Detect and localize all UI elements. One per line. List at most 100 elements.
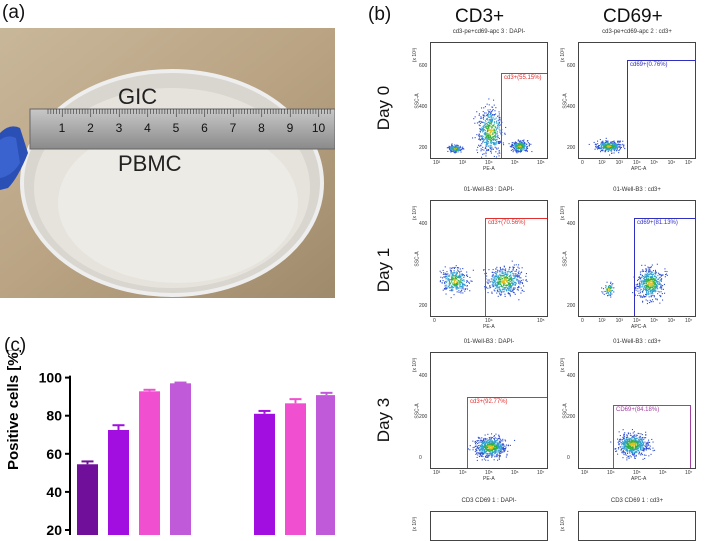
scatter-point [489, 109, 491, 111]
scatter-point [464, 283, 466, 285]
column-header-cd3: CD3+ [455, 6, 505, 27]
scatter-point [629, 441, 631, 443]
scatter-point [457, 151, 459, 153]
scatter-point [665, 274, 667, 276]
scatter-point [629, 446, 631, 448]
scatter-point [507, 273, 509, 275]
scatter-point [604, 146, 606, 148]
scatter-point [515, 264, 517, 266]
scatter-point [646, 293, 648, 295]
scatter-point [606, 146, 608, 148]
scatter-point [454, 283, 456, 285]
scatter-point [493, 130, 495, 132]
scatter-point [609, 149, 611, 151]
scatter-point [444, 273, 446, 275]
scatter-point [488, 119, 490, 121]
scatter-point [595, 147, 597, 149]
flow-plot-title: 01-Well-B3 : DAPI- [463, 339, 515, 345]
scatter-point [626, 447, 628, 449]
scatter-point [642, 449, 644, 451]
scatter-point [512, 287, 514, 289]
scatter-point [481, 143, 483, 145]
scatter-point [498, 270, 500, 272]
scatter-point [637, 450, 639, 452]
scatter-point [623, 435, 625, 437]
scatter-point [487, 125, 489, 127]
scatter-point [629, 443, 631, 445]
scatter-point [479, 452, 481, 454]
scatter-point [452, 288, 454, 290]
scatter-point [615, 148, 617, 150]
scatter-point [482, 449, 484, 451]
scatter-point [508, 293, 510, 295]
scatter-point [482, 444, 484, 446]
scatter-point [486, 117, 488, 119]
scatter-point [483, 129, 485, 131]
scatter-point [659, 287, 661, 289]
scatter-point [656, 281, 658, 283]
scatter-point [494, 444, 496, 446]
scatter-point [484, 126, 486, 128]
scatter-point [460, 291, 462, 293]
scatter-point [498, 283, 500, 285]
scatter-point [498, 115, 500, 117]
scatter-point [639, 295, 641, 297]
scatter-point [624, 438, 626, 440]
scatter-point [644, 278, 646, 280]
scatter-point [506, 454, 508, 456]
scatter-point [495, 442, 497, 444]
x-tick-label: 10⁵ [633, 470, 641, 476]
scatter-point [646, 287, 648, 289]
scatter-point [623, 442, 625, 444]
scatter-point [525, 145, 527, 147]
scatter-point [485, 144, 487, 146]
scatter-point [656, 263, 658, 265]
scatter-point [500, 449, 502, 451]
scatter-point [500, 450, 502, 452]
scatter-point [451, 273, 453, 275]
scatter-point [497, 455, 499, 457]
scatter-point [595, 144, 597, 146]
scatter-point [490, 452, 492, 454]
scatter-point [602, 150, 604, 152]
scatter-point [486, 134, 488, 136]
scatter-point [519, 143, 521, 145]
scatter-point [495, 272, 497, 274]
scatter-point [447, 273, 449, 275]
scatter-point [616, 144, 618, 146]
scatter-point [619, 147, 621, 149]
scatter-point [459, 287, 461, 289]
scatter-point [646, 286, 648, 288]
scatter-point [636, 447, 638, 449]
scatter-point [512, 145, 514, 147]
scatter-point [648, 270, 650, 272]
scatter-point [454, 282, 456, 284]
scatter-point [445, 287, 447, 289]
scatter-point [452, 274, 454, 276]
scatter-point [656, 284, 658, 286]
scatter-point [516, 143, 518, 145]
scatter-point [642, 458, 644, 460]
scatter-point [634, 438, 636, 440]
scatter-point [502, 286, 504, 288]
scatter-point [632, 451, 634, 453]
scatter-point [457, 270, 459, 272]
scatter-point [632, 446, 634, 448]
scatter-point [502, 281, 504, 283]
scatter-point [606, 144, 608, 146]
scatter-point [495, 446, 497, 448]
scatter-point [482, 129, 484, 131]
scatter-point [484, 434, 486, 436]
scatter-point [488, 439, 490, 441]
scatter-point [518, 144, 520, 146]
scatter-point [466, 271, 468, 273]
scatter-point [495, 447, 497, 449]
scatter-point [623, 448, 625, 450]
scatter-point [494, 283, 496, 285]
x-tick-label: 10² [598, 318, 606, 324]
scatter-point [490, 451, 492, 453]
scatter-point [509, 290, 511, 292]
scatter-point [497, 141, 499, 143]
scatter-point [646, 273, 648, 275]
scatter-point [495, 287, 497, 289]
